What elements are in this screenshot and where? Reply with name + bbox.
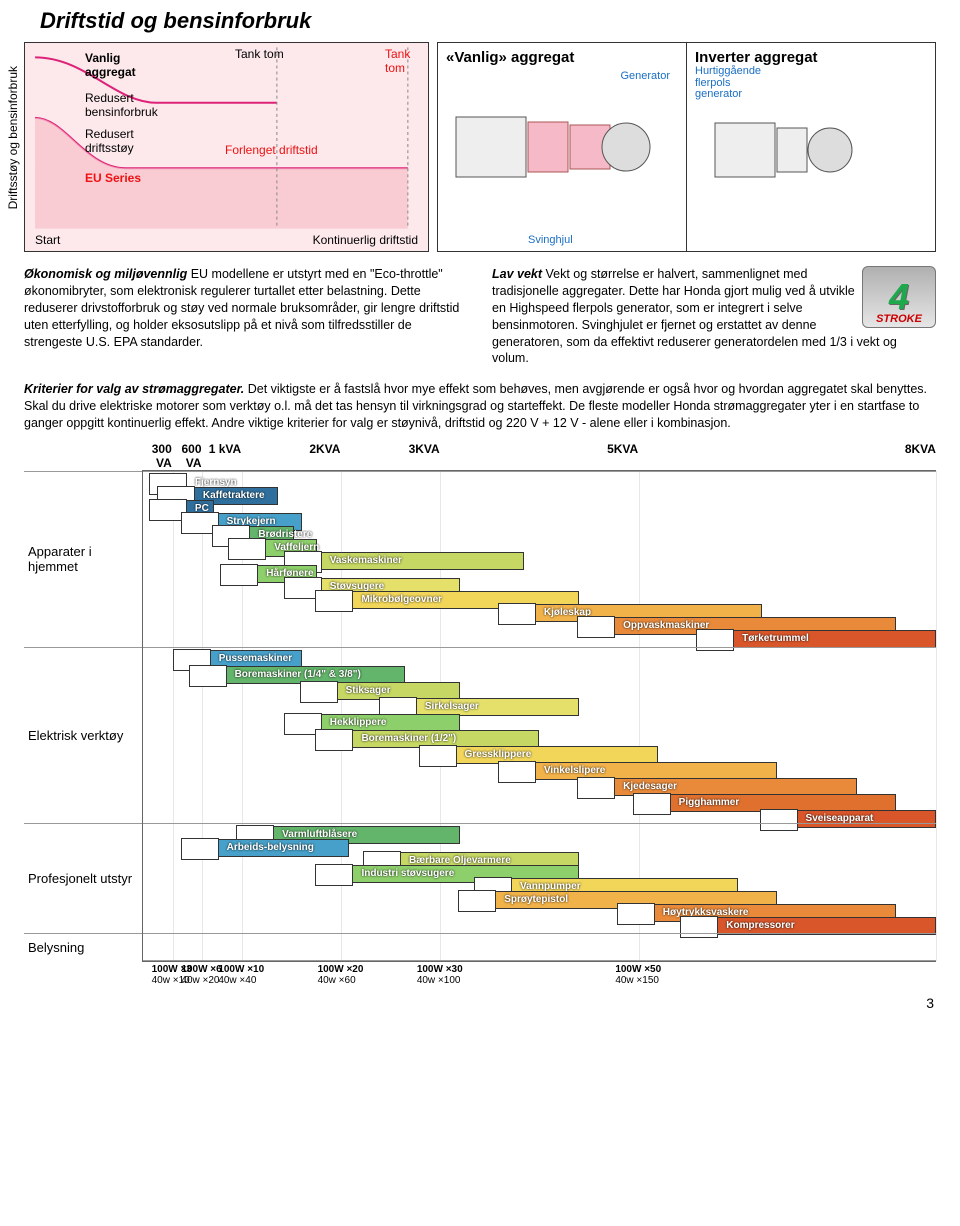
- redusert-bensin: Redusert bensinforbruk: [85, 91, 158, 119]
- category-label: Belysning: [24, 933, 142, 961]
- tank-tom-2: Tank tom: [385, 47, 410, 75]
- appliance-label: Vinkelslipere: [540, 765, 606, 776]
- graph-vanlig-label: Vanlig aggregat: [85, 51, 136, 79]
- col-right: 4 STROKE Lav vekt Vekt og størrelse er h…: [492, 266, 936, 367]
- graph-kontinuerlig: Kontinuerlig driftstid: [313, 233, 418, 247]
- va-col: 5KVA: [440, 442, 639, 470]
- appliance-label: Hekklippere: [326, 717, 387, 728]
- page-number: 3: [24, 995, 936, 1011]
- category-block: Pussemaskiner Boremaskiner (1/4" & 3/8") S…: [143, 647, 936, 823]
- category-block: FjernsynKaffetrakterePCStrykejernBrødris…: [143, 471, 936, 647]
- diagram-panel: «Vanlig» aggregat Generator Svinghjul In…: [437, 42, 936, 252]
- diagram-standard: «Vanlig» aggregat Generator Svinghjul: [438, 43, 686, 251]
- top-diagrams-row: Driftsstøy og bensinforbruk Vanlig aggre…: [24, 42, 936, 252]
- scale-tick: 100W ×640w ×20: [181, 964, 221, 986]
- va-header: 300 VA600 VA1 kVA2KVA3KVA5KVA8KVA: [142, 442, 936, 471]
- appliance-bar: Tørketrummel: [698, 630, 936, 648]
- tank-tom-1: Tank tom: [235, 47, 284, 61]
- va-col: 600 VA: [172, 442, 202, 470]
- eu-series: EU Series: [85, 171, 141, 185]
- category-labels: Apparater i hjemmetElektrisk verktøyProf…: [24, 471, 142, 961]
- text-columns: Økonomisk og miljøvennlig EU modellene e…: [24, 266, 936, 367]
- category-block: [143, 933, 936, 961]
- va-col: 8KVA: [638, 442, 936, 470]
- appliance-label: Kompressorer: [722, 920, 794, 931]
- appliance-label: Tørketrummel: [738, 633, 809, 644]
- va-col: 2KVA: [241, 442, 340, 470]
- scale-tick: 100W ×2040w ×60: [318, 964, 364, 986]
- power-chart: 300 VA600 VA1 kVA2KVA3KVA5KVA8KVA Appara…: [24, 442, 936, 987]
- appliance-label: Pigghammer: [675, 797, 740, 808]
- va-col: 3KVA: [340, 442, 439, 470]
- col-left: Økonomisk og miljøvennlig EU modellene e…: [24, 266, 468, 367]
- appliance-label: Sirkelsager: [421, 701, 479, 712]
- forlenget: Forlenget driftstid: [225, 143, 318, 157]
- bottom-scale: 100W ×340w ×10100W ×640w ×20100W ×1040w …: [142, 961, 936, 987]
- scale-tick: 100W ×3040w ×100: [417, 964, 463, 986]
- scale-tick: 100W ×1040w ×40: [218, 964, 264, 986]
- category-label: Elektrisk verktøy: [24, 647, 142, 823]
- scale-tick: 100W ×5040w ×150: [615, 964, 661, 986]
- diagram-inverter: Inverter aggregat Hurtiggående flerpols …: [686, 43, 935, 251]
- appliance-label: Kjedesager: [619, 781, 677, 792]
- appliance-label: Gressklippere: [461, 749, 532, 760]
- appliance-label: Boremaskiner (1/4" & 3/8"): [231, 669, 361, 680]
- graph-start: Start: [35, 233, 60, 247]
- category-label: Profesjonelt utstyr: [24, 823, 142, 933]
- va-col: 300 VA: [142, 442, 172, 470]
- page-title: Driftstid og bensinforbruk: [40, 8, 936, 34]
- y-axis-label: Driftsstøy og bensinforbruk: [6, 66, 20, 209]
- appliance-label: Pussemaskiner: [215, 653, 292, 664]
- category-label: Apparater i hjemmet: [24, 471, 142, 647]
- criteria-text: Kriterier for valg av strømaggregater. D…: [24, 381, 936, 432]
- appliance-label: Boremaskiner (1/2"): [357, 733, 456, 744]
- stroke-badge: 4 STROKE: [862, 266, 936, 328]
- va-col: 1 kVA: [202, 442, 242, 470]
- redusert-stoy: Redusert driftsstøy: [85, 127, 134, 155]
- chart-area: FjernsynKaffetrakterePCStrykejernBrødris…: [142, 471, 936, 961]
- category-block: VarmluftblåsereArbeids-belysningBærbare …: [143, 823, 936, 933]
- graph-panel: Vanlig aggregat Tank tom Tank tom Reduse…: [24, 42, 429, 252]
- appliance-label: Stiksager: [342, 685, 391, 696]
